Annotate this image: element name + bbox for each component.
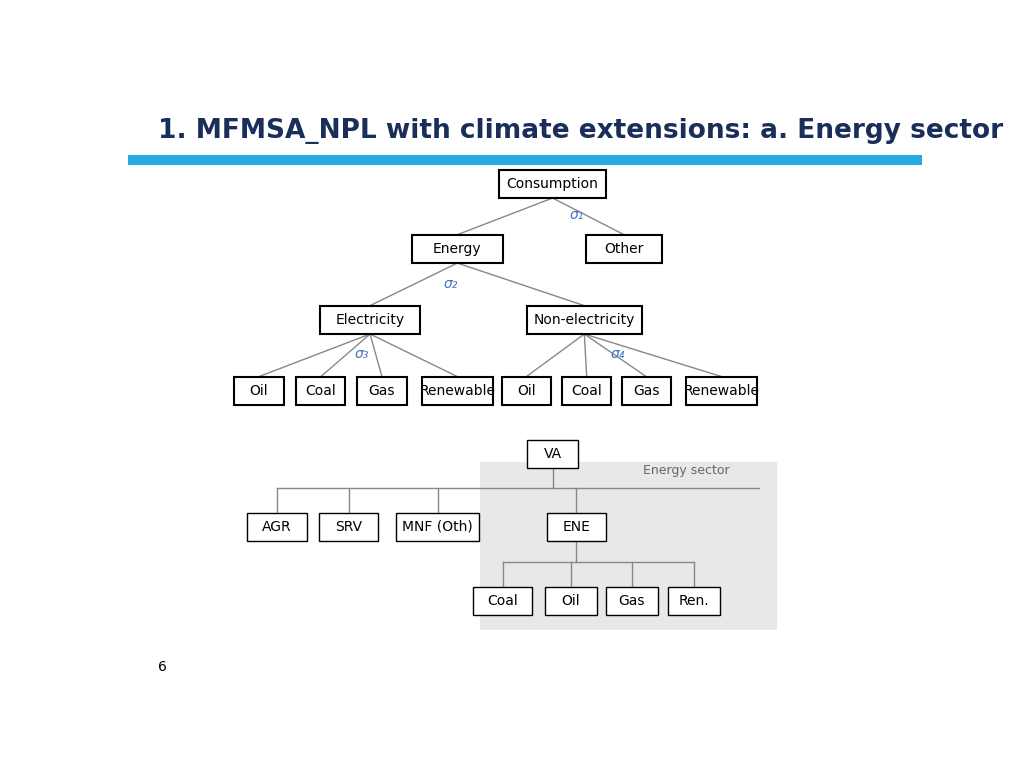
FancyBboxPatch shape bbox=[479, 462, 777, 631]
Text: σ₄: σ₄ bbox=[610, 347, 625, 361]
FancyBboxPatch shape bbox=[562, 376, 611, 405]
FancyBboxPatch shape bbox=[296, 376, 345, 405]
FancyBboxPatch shape bbox=[606, 587, 657, 615]
FancyBboxPatch shape bbox=[547, 512, 606, 541]
Text: Coal: Coal bbox=[571, 384, 602, 398]
FancyBboxPatch shape bbox=[396, 512, 479, 541]
Text: Renewable: Renewable bbox=[684, 384, 760, 398]
FancyBboxPatch shape bbox=[526, 440, 579, 468]
FancyBboxPatch shape bbox=[502, 376, 551, 405]
FancyBboxPatch shape bbox=[248, 512, 307, 541]
Text: Other: Other bbox=[604, 242, 644, 256]
FancyBboxPatch shape bbox=[545, 587, 597, 615]
Text: 1. MFMSA_NPL with climate extensions: a. Energy sector: 1. MFMSA_NPL with climate extensions: a.… bbox=[158, 118, 1004, 144]
Text: Oil: Oil bbox=[517, 384, 536, 398]
FancyBboxPatch shape bbox=[473, 587, 532, 615]
FancyBboxPatch shape bbox=[422, 376, 494, 405]
Text: Renewable: Renewable bbox=[420, 384, 496, 398]
FancyBboxPatch shape bbox=[686, 376, 758, 405]
FancyBboxPatch shape bbox=[128, 155, 922, 165]
Text: ENE: ENE bbox=[562, 520, 590, 534]
FancyBboxPatch shape bbox=[234, 376, 284, 405]
Text: Energy sector: Energy sector bbox=[643, 464, 729, 477]
Text: SRV: SRV bbox=[335, 520, 362, 534]
Text: σ₁: σ₁ bbox=[570, 207, 585, 222]
Text: Oil: Oil bbox=[561, 594, 581, 607]
FancyBboxPatch shape bbox=[668, 587, 720, 615]
Text: Electricity: Electricity bbox=[336, 313, 404, 327]
Text: Gas: Gas bbox=[369, 384, 395, 398]
FancyBboxPatch shape bbox=[499, 170, 606, 198]
Text: Coal: Coal bbox=[487, 594, 518, 607]
Text: Oil: Oil bbox=[250, 384, 268, 398]
Text: Coal: Coal bbox=[305, 384, 336, 398]
Text: Energy: Energy bbox=[433, 242, 481, 256]
FancyBboxPatch shape bbox=[321, 306, 420, 334]
FancyBboxPatch shape bbox=[357, 376, 407, 405]
Text: σ₂: σ₂ bbox=[443, 276, 458, 291]
Text: Gas: Gas bbox=[633, 384, 659, 398]
Text: 6: 6 bbox=[158, 660, 167, 674]
FancyBboxPatch shape bbox=[128, 92, 922, 163]
FancyBboxPatch shape bbox=[622, 376, 671, 405]
Text: Consumption: Consumption bbox=[507, 177, 598, 190]
Text: Gas: Gas bbox=[618, 594, 645, 607]
FancyBboxPatch shape bbox=[587, 235, 662, 263]
Text: σ₃: σ₃ bbox=[355, 347, 370, 361]
FancyBboxPatch shape bbox=[526, 306, 642, 334]
FancyBboxPatch shape bbox=[318, 512, 379, 541]
Text: VA: VA bbox=[544, 447, 561, 461]
Text: AGR: AGR bbox=[262, 520, 292, 534]
Text: Non-electricity: Non-electricity bbox=[534, 313, 635, 327]
Text: Ren.: Ren. bbox=[679, 594, 710, 607]
FancyBboxPatch shape bbox=[412, 235, 503, 263]
Text: MNF (Oth): MNF (Oth) bbox=[402, 520, 473, 534]
